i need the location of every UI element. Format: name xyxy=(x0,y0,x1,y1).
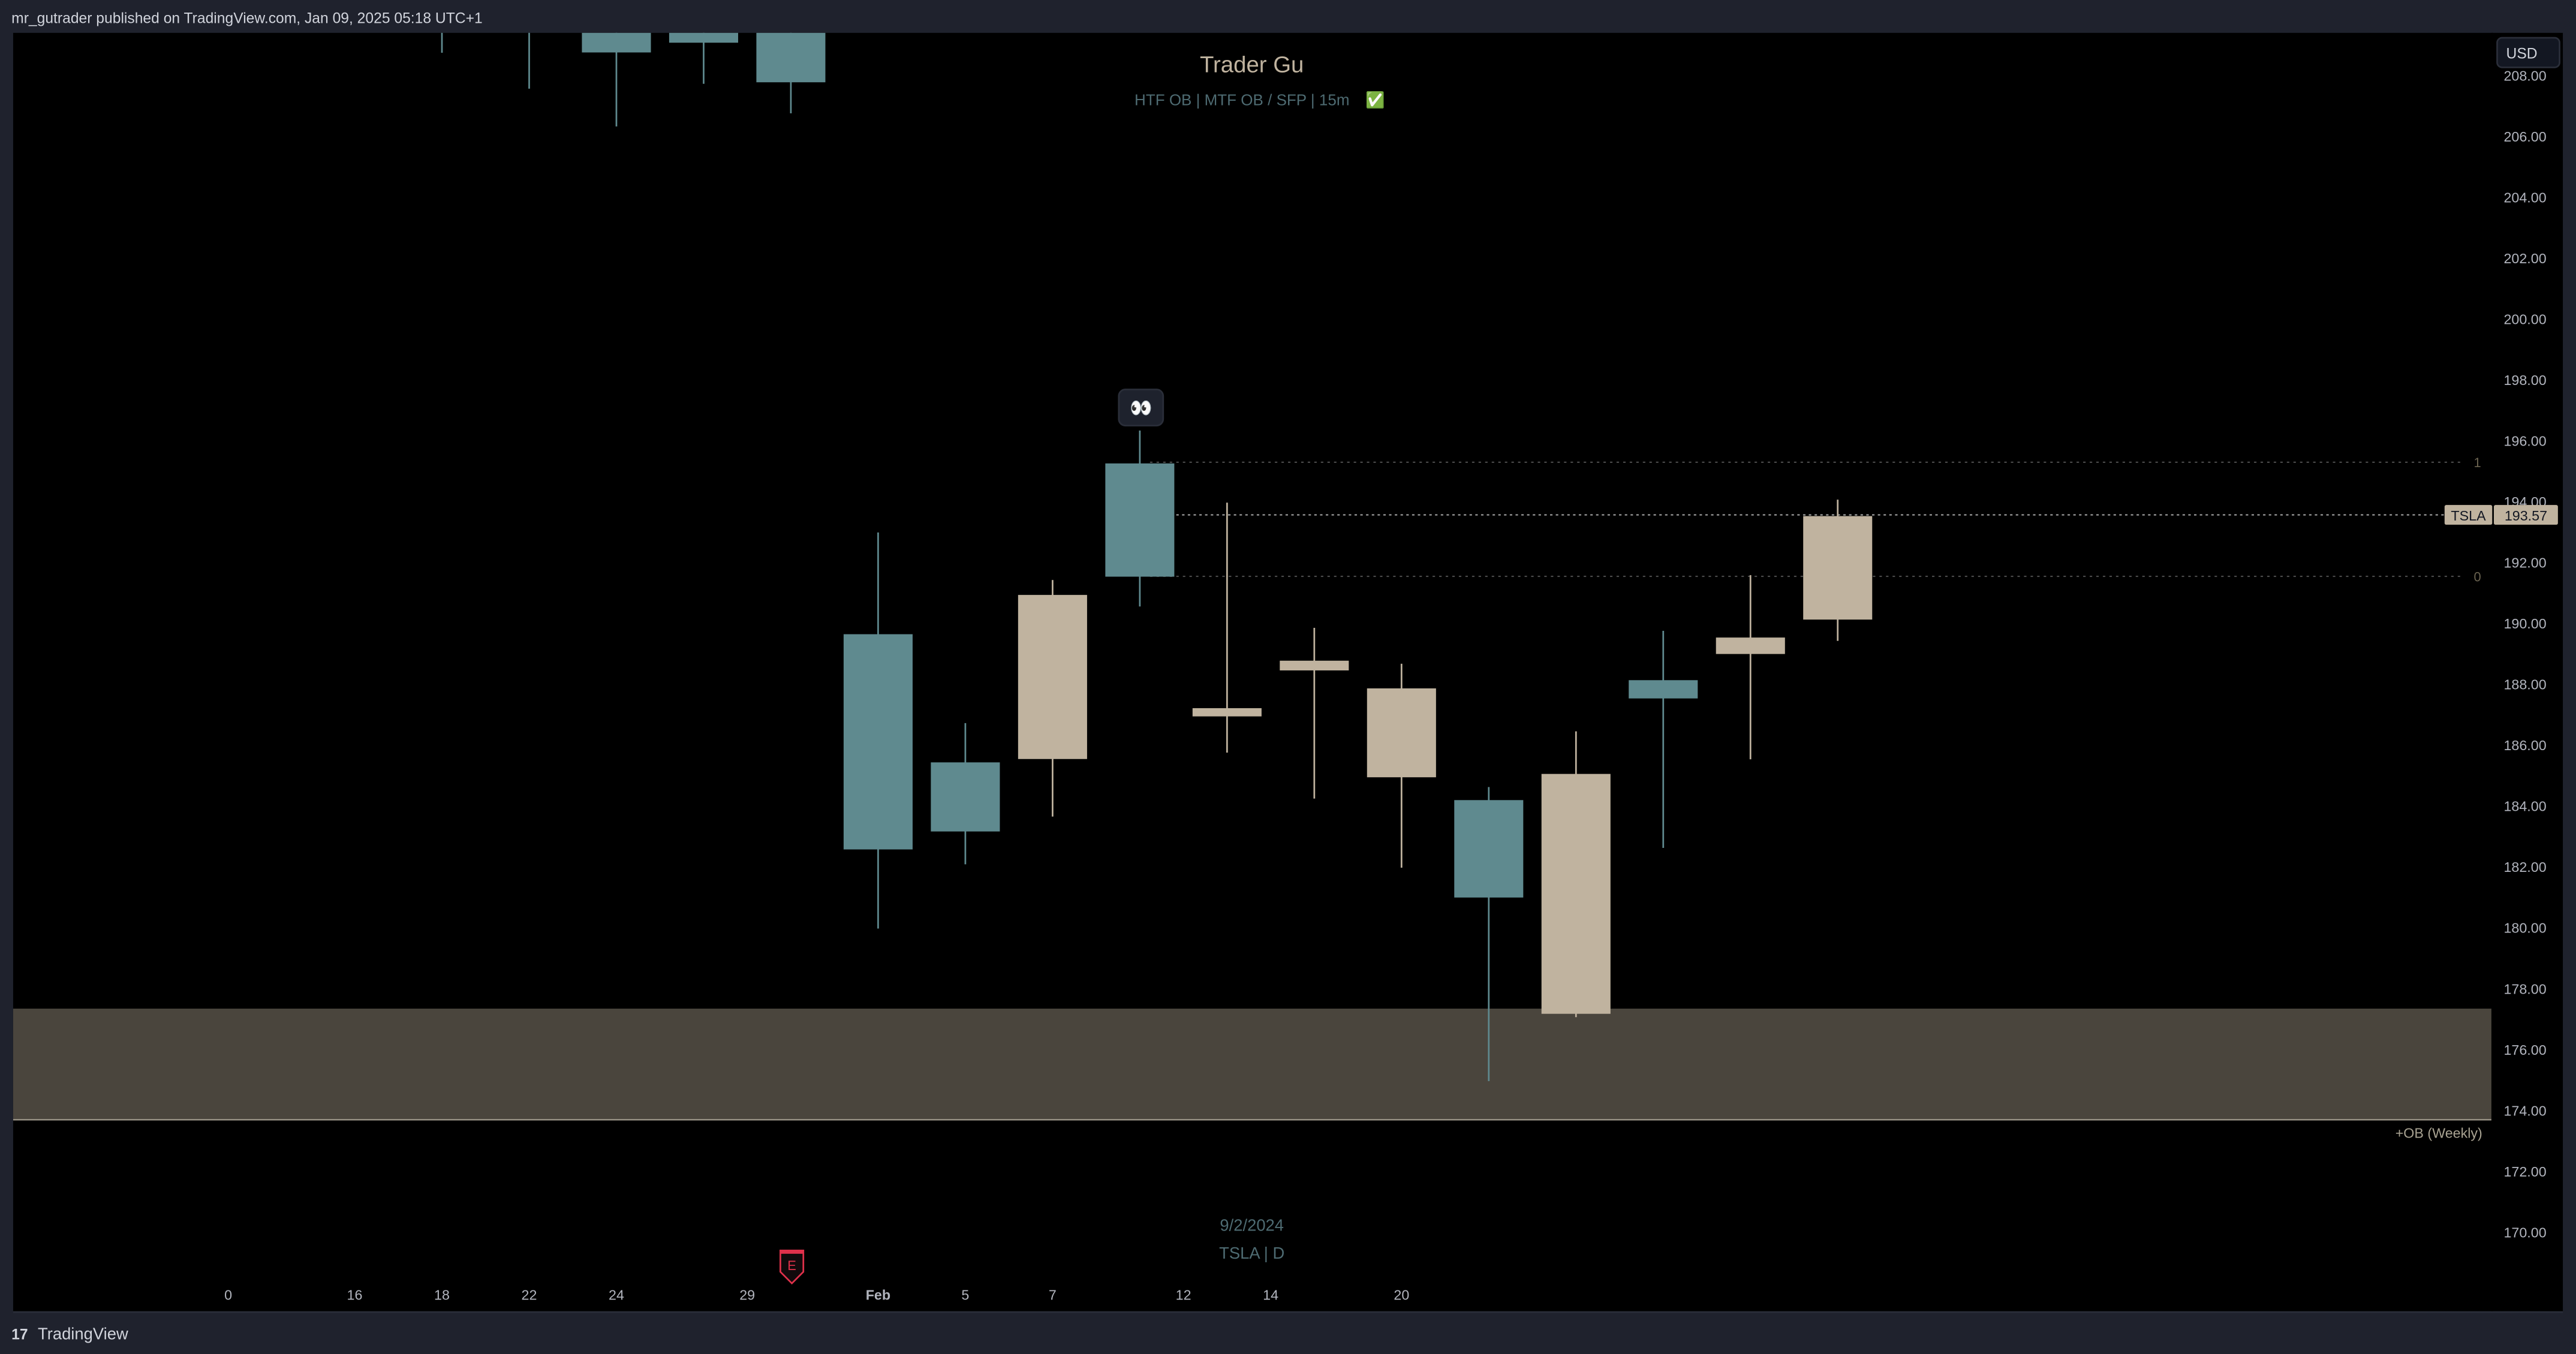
time-axis[interactable]: 0 16 18 22 24 29 Feb 5 7 12 14 20 xyxy=(224,1287,1409,1303)
price-tick: 182.00 xyxy=(2503,859,2546,875)
price-tick: 170.00 xyxy=(2503,1224,2546,1240)
time-tick: 16 xyxy=(347,1287,363,1303)
eyes-marker[interactable]: 👀 xyxy=(1118,389,1164,427)
price-tick: 184.00 xyxy=(2503,799,2546,814)
time-tick: 14 xyxy=(1263,1287,1278,1303)
price-tick: 198.00 xyxy=(2503,372,2546,388)
candle xyxy=(582,32,651,127)
time-tick: 24 xyxy=(609,1287,624,1303)
price-tick: 188.00 xyxy=(2503,677,2546,693)
earnings-marker[interactable]: E xyxy=(780,1249,805,1285)
price-tick: 178.00 xyxy=(2503,981,2546,997)
brand-label: TradingView xyxy=(38,1324,128,1343)
candle xyxy=(1541,731,1611,1018)
candle-body xyxy=(1367,688,1436,778)
level-label: 1 xyxy=(2474,455,2481,470)
candles xyxy=(441,32,1873,1081)
candle xyxy=(843,532,913,929)
candle xyxy=(756,32,826,114)
published-header: mr_gutrader published on TradingView.com… xyxy=(11,10,483,26)
price-tick: 192.00 xyxy=(2503,555,2546,571)
last-price-label: TSLA 193.57 xyxy=(2444,505,2558,525)
eyes-icon: 👀 xyxy=(1130,399,1152,419)
time-tick: 5 xyxy=(961,1287,969,1303)
time-tick: 29 xyxy=(739,1287,755,1303)
candle xyxy=(1105,430,1175,607)
candle-body xyxy=(1629,680,1698,699)
candle-body xyxy=(1541,774,1611,1014)
candle-body xyxy=(1454,800,1524,898)
price-tick: 172.00 xyxy=(2503,1164,2546,1180)
currency-button[interactable]: USD xyxy=(2496,37,2560,68)
candle xyxy=(1280,627,1349,799)
price-tick: 180.00 xyxy=(2503,920,2546,936)
price-tick: 196.00 xyxy=(2503,433,2546,449)
price-tick: 204.00 xyxy=(2503,189,2546,205)
level-label: 0 xyxy=(2474,569,2481,584)
price-tick: 202.00 xyxy=(2503,251,2546,266)
time-tick: 20 xyxy=(1394,1287,1409,1303)
candle-body xyxy=(582,32,651,53)
price-tick: 174.00 xyxy=(2503,1103,2546,1118)
candle xyxy=(1716,575,1785,760)
candle-body xyxy=(1280,660,1349,671)
time-tick: 18 xyxy=(434,1287,450,1303)
candle-body xyxy=(756,32,826,83)
candle-body xyxy=(1716,637,1785,654)
watermark-title: Trader Gu xyxy=(1200,52,1304,78)
candle xyxy=(1803,500,1873,641)
candle xyxy=(1454,787,1524,1081)
watermark: Trader Gu HTF OB | MTF OB / SFP | 15m ✅ … xyxy=(1134,52,1385,1262)
candle xyxy=(1367,663,1436,868)
candle-body xyxy=(669,32,738,43)
candle xyxy=(1629,631,1698,848)
candle-body xyxy=(1803,516,1873,620)
time-tick: 0 xyxy=(224,1287,232,1303)
candle xyxy=(1018,580,1087,817)
candle-body xyxy=(931,762,1000,832)
watermark-subtitle: HTF OB | MTF OB / SFP | 15m xyxy=(1134,91,1349,109)
ob-zone-label: +OB (Weekly) xyxy=(2396,1125,2482,1141)
check-icon: ✅ xyxy=(1365,91,1385,109)
candle-body xyxy=(843,634,913,850)
time-tick: Feb xyxy=(866,1287,890,1303)
candle-body xyxy=(1192,708,1262,717)
watermark-date: 9/2/2024 xyxy=(1220,1215,1284,1234)
candle xyxy=(1192,503,1262,753)
price-tick: 186.00 xyxy=(2503,738,2546,753)
time-tick: 7 xyxy=(1049,1287,1057,1303)
candle-body xyxy=(1105,463,1175,577)
last-price-value: 193.57 xyxy=(2505,508,2547,523)
candle xyxy=(669,32,738,84)
last-price-symbol: TSLA xyxy=(2451,508,2486,523)
price-tick: 190.00 xyxy=(2503,616,2546,631)
tv-logo-icon: 17 xyxy=(11,1326,28,1343)
candle xyxy=(931,723,1000,865)
price-axis[interactable]: 208.00 206.00 204.00 202.00 200.00 198.00 196.… xyxy=(2503,68,2546,1240)
time-tick: 22 xyxy=(522,1287,537,1303)
ob-zone-rect xyxy=(13,1009,2493,1120)
price-tick: 208.00 xyxy=(2503,68,2546,83)
currency-label: USD xyxy=(2506,46,2538,62)
watermark-symbol: TSLA | D xyxy=(1219,1244,1284,1262)
tradingview-brand[interactable]: 17 TradingView xyxy=(11,1324,128,1343)
price-tick: 176.00 xyxy=(2503,1042,2546,1058)
price-tick: 206.00 xyxy=(2503,129,2546,145)
time-tick: 12 xyxy=(1176,1287,1191,1303)
price-tick: 200.00 xyxy=(2503,311,2546,327)
candle-body xyxy=(1018,595,1087,759)
ob-zone: +OB (Weekly) xyxy=(13,1009,2493,1141)
earnings-label: E xyxy=(787,1258,796,1273)
